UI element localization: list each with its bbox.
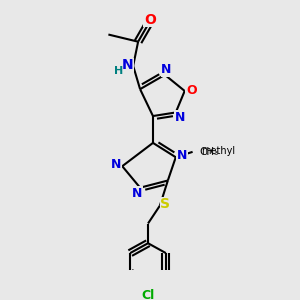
Text: N: N — [110, 158, 121, 171]
Text: S: S — [160, 197, 170, 211]
Text: methyl: methyl — [202, 146, 236, 156]
Text: CH₃: CH₃ — [199, 147, 218, 157]
Text: N: N — [177, 149, 188, 162]
Text: N: N — [161, 64, 172, 76]
Text: H: H — [114, 66, 123, 76]
Text: O: O — [186, 85, 196, 98]
Text: N: N — [175, 111, 185, 124]
Text: N: N — [122, 58, 133, 72]
Text: Cl: Cl — [141, 289, 154, 300]
Text: N: N — [132, 187, 142, 200]
Text: O: O — [144, 13, 156, 27]
